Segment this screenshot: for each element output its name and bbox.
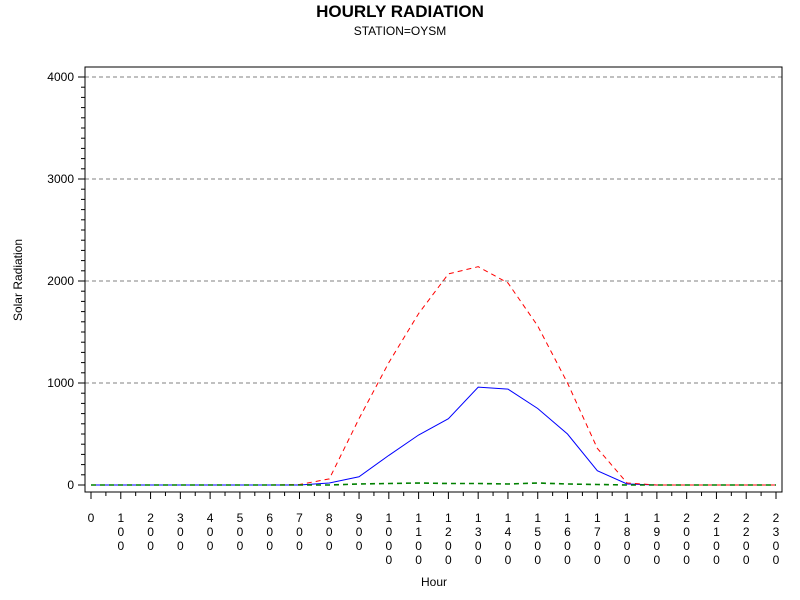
plot-frame (84, 66, 783, 493)
series-line-1 (91, 386, 776, 486)
y-tick-label: 1000 (47, 376, 74, 390)
y-tick-label: 4000 (47, 70, 74, 84)
series-line-2 (91, 266, 776, 486)
x-tick-label: 0 (88, 511, 95, 525)
y-tick-label: 3000 (47, 172, 74, 186)
series-group (91, 266, 776, 486)
y-tick-label: 2000 (47, 274, 74, 288)
chart-title: HOURLY RADIATION (316, 2, 484, 21)
y-tick-label: 0 (67, 478, 74, 492)
chart-subtitle: STATION=OYSM (354, 24, 447, 38)
series-line-3 (91, 482, 776, 486)
y-axis: 0 1000 2000 3000 4000 (47, 70, 85, 492)
grid-lines (85, 76, 782, 384)
x-axis-label: Hour (421, 575, 447, 589)
y-axis-label: Solar Radiation (11, 239, 25, 321)
x-axis: 0 1 0 0 2 0 0 3 0 0 4 0 0 5 0 0 6 0 0 7 0 0 8 0 0 9 0 0 1 0 0 0 1 1 0 0 1 2 0 0… (88, 492, 780, 567)
